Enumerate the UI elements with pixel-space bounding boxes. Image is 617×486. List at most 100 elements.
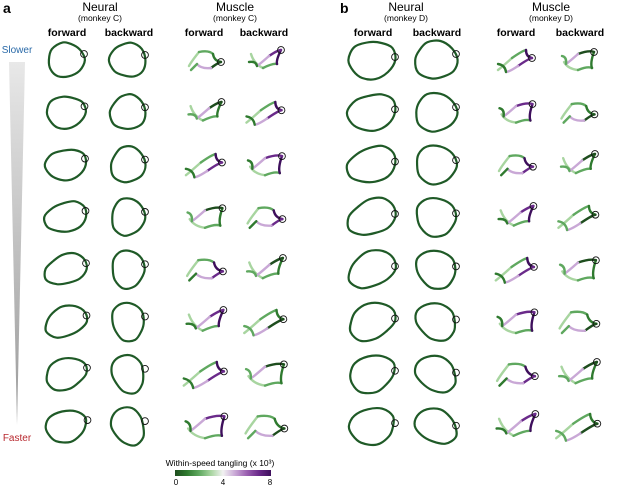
- muscle-c-backward-trace-3-segment: [249, 165, 267, 177]
- muscle-c-backward-trace-1-segment: [261, 62, 279, 70]
- neural-c-forward-trace-7-start-marker: [83, 363, 91, 372]
- muscle-d-backward-trace-7-segment: [560, 365, 577, 385]
- neural-d-backward-trace-4-start-marker: [452, 209, 460, 218]
- muscle-d-forward-trace-2-start-marker: [528, 100, 537, 108]
- muscle-c-forward-trace-1-start-marker: [217, 58, 225, 66]
- muscle-c-forward-trace-3-segment: [199, 152, 217, 164]
- muscle-c-forward-trace-3-segment: [205, 161, 224, 173]
- muscle-d-backward-trace-8-start-marker: [593, 419, 602, 428]
- muscle-c-backward-trace-7-segment: [279, 363, 286, 385]
- muscle-c-backward-trace-6-segment: [259, 308, 278, 321]
- muscle-d-backward-trace-7-segment: [581, 360, 599, 371]
- muscle-c-backward-trace-4-segment: [272, 209, 284, 221]
- speed-label-slower: Slower: [2, 45, 33, 56]
- colorbar-title: Within-speed tangling (x 10³): [166, 458, 275, 468]
- muscle-c-backward-trace-2-segment: [265, 109, 283, 120]
- muscle-c-backward-trace-4-segment: [257, 206, 275, 212]
- muscle-c-forward-trace-5-segment: [185, 259, 200, 278]
- muscle-d-forward-trace-1-start-marker: [528, 54, 536, 62]
- muscle-d-forward-trace-8-segment: [497, 417, 515, 437]
- neural-d-backward-trace-5-start-marker: [452, 262, 460, 271]
- neural-c-backward-trace-6: [111, 301, 145, 343]
- muscle-c-forward-trace-2-segment: [187, 113, 198, 120]
- neural-d-backward-trace-3: [415, 144, 459, 186]
- muscle-c-backward-trace-8-segment: [271, 427, 286, 437]
- neural-c-forward-trace-7: [45, 357, 88, 392]
- muscle-c-forward-trace-4-start-marker: [218, 204, 227, 213]
- neural-d-forward-trace-8: [347, 407, 395, 447]
- muscle-d-forward-trace-8-start-marker: [531, 410, 540, 418]
- muscle-c-forward-trace-6-segment: [187, 313, 204, 332]
- neural-d-backward-trace-8-start-marker: [452, 421, 460, 430]
- neural-c-forward-trace-1-start-marker: [80, 50, 88, 58]
- muscle-c-forward-trace-3-segment: [184, 167, 196, 179]
- muscle-d-forward-trace-4-segment: [527, 204, 535, 223]
- neural-c-forward-trace-3: [43, 148, 88, 182]
- muscle-d-forward-trace-7-segment: [505, 377, 525, 385]
- muscle-d-backward-trace-5-start-marker: [592, 256, 600, 265]
- muscle-d-backward-trace-6-segment: [583, 322, 598, 332]
- neural-d-backward-trace-3-start-marker: [452, 156, 460, 165]
- neural-d-forward-trace-7: [349, 354, 396, 395]
- muscle-d-backward-trace-4-segment: [579, 213, 597, 225]
- muscle-d-backward-trace-1-segment: [576, 50, 596, 56]
- muscle-d-forward-trace-1-segment: [504, 64, 520, 74]
- neural-c-forward-trace-6: [44, 304, 89, 339]
- muscle-d-forward-trace-6-segment: [496, 315, 504, 328]
- muscle-d-forward-trace-7-segment: [498, 377, 508, 387]
- speed-triangle: [9, 62, 25, 425]
- muscle-c-forward-trace-1-segment: [195, 62, 213, 70]
- group-title-neural-d: Neural: [388, 0, 423, 14]
- muscle-c-backward-trace-7-segment: [263, 362, 286, 368]
- muscle-d-forward-trace-1-segment: [510, 48, 528, 60]
- col-head-muscle-d-forward: forward: [497, 27, 536, 39]
- muscle-c-backward-trace-2-segment: [259, 100, 277, 112]
- muscle-d-forward-trace-6-segment: [530, 311, 536, 332]
- trajectory-grid: [42, 39, 602, 447]
- muscle-c-forward-trace-5-segment: [212, 261, 225, 273]
- muscle-c-forward-trace-2-segment: [201, 115, 219, 122]
- muscle-d-forward-trace-2-segment: [514, 118, 532, 124]
- group-title-neural-c: Neural: [82, 0, 117, 14]
- muscle-d-backward-trace-6-segment: [560, 324, 570, 335]
- muscle-d-forward-trace-7-segment: [495, 363, 511, 383]
- muscle-c-forward-trace-5-segment: [194, 272, 213, 280]
- neural-c-backward-trace-6-start-marker: [141, 312, 149, 321]
- muscle-d-backward-trace-5-segment: [591, 259, 598, 280]
- neural-c-backward-trace-1-start-marker: [141, 51, 149, 59]
- muscle-d-forward-trace-1-segment: [496, 62, 508, 74]
- muscle-c-backward-trace-3-segment: [251, 157, 267, 170]
- muscle-d-backward-trace-4-start-marker: [591, 210, 600, 219]
- neural-c-backward-trace-2-start-marker: [141, 103, 149, 112]
- muscle-d-forward-trace-8-segment: [495, 427, 508, 435]
- muscle-c-backward-trace-5-segment: [268, 256, 285, 266]
- muscle-c-forward-trace-5-segment: [188, 272, 198, 282]
- neural-d-backward-trace-4: [415, 197, 458, 238]
- muscle-c-backward-trace-6-segment: [243, 324, 255, 337]
- muscle-d-forward-trace-5-segment: [517, 265, 536, 278]
- col-head-neural-d-backward: backward: [413, 27, 461, 39]
- muscle-d-forward-trace-8-segment: [519, 412, 537, 423]
- neural-c-forward-trace-4-start-marker: [81, 207, 90, 215]
- muscle-c-forward-trace-2-segment: [216, 100, 223, 118]
- muscle-c-forward-trace-3-start-marker: [218, 158, 226, 167]
- muscle-d-forward-trace-5-segment: [494, 265, 513, 282]
- neural-d-backward-trace-2: [415, 91, 459, 133]
- neural-d-backward-trace-2-start-marker: [452, 103, 460, 111]
- neural-d-forward-trace-3-start-marker: [391, 157, 399, 166]
- muscle-c-forward-trace-7-segment: [182, 370, 202, 387]
- muscle-c-backward-trace-3-start-marker: [278, 152, 286, 160]
- muscle-c-backward-trace-7-start-marker: [280, 360, 288, 369]
- muscle-c-backward-trace-5-segment: [254, 263, 271, 278]
- panel-letter-b: b: [340, 0, 349, 16]
- muscle-c-forward-trace-5-start-marker: [219, 267, 227, 276]
- muscle-d-backward-trace-8-segment: [555, 429, 568, 442]
- group-subtitle-muscle-d: (monkey D): [529, 13, 573, 23]
- neural-d-forward-trace-3: [345, 144, 397, 184]
- muscle-c-forward-trace-4-segment: [186, 211, 194, 223]
- muscle-c-forward-trace-7-segment: [192, 379, 209, 390]
- neural-c-forward-trace-4: [42, 200, 88, 233]
- muscle-c-forward-trace-8-segment: [184, 420, 192, 433]
- col-head-neural-c-backward: backward: [105, 27, 153, 39]
- neural-d-backward-trace-1-start-marker: [452, 50, 460, 58]
